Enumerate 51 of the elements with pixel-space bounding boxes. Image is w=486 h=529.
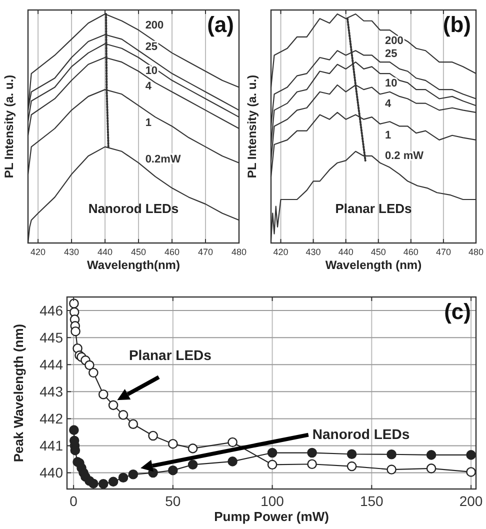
- chart-title: (c): [444, 299, 471, 324]
- chart-title: (b): [442, 12, 471, 37]
- series-label: Nanorod LEDs: [312, 426, 410, 442]
- series-label: 10: [145, 65, 158, 78]
- y-tick-label: 442: [40, 410, 64, 427]
- y-tick-label: 445: [40, 329, 64, 346]
- series-label: 4: [145, 80, 152, 93]
- x-tick-label: 150: [360, 493, 384, 509]
- x-axis-title: Wavelength(nm): [87, 258, 180, 272]
- x-tick-label: 460: [403, 247, 418, 257]
- annotation: Nanorod LEDs: [88, 201, 179, 216]
- x-tick-label: 50: [165, 493, 181, 509]
- x-tick-label: 480: [468, 247, 484, 257]
- x-tick-label: 430: [64, 247, 80, 257]
- series-label: 25: [145, 41, 158, 54]
- series-label: 200: [384, 34, 404, 47]
- x-tick-label: 100: [260, 493, 284, 509]
- legend-label: 200: [145, 20, 164, 32]
- chart-title: (a): [207, 12, 234, 37]
- series-label: 25: [384, 48, 398, 60]
- y-axis-title: Peak Wavelength (nm): [11, 324, 26, 462]
- x-tick-label: 420: [30, 247, 46, 257]
- x-tick-label: 470: [198, 247, 214, 257]
- x-tick-label: 440: [98, 247, 113, 257]
- series-label: 4: [384, 98, 392, 110]
- y-axis-title: PL Intensity (a. u.): [245, 74, 259, 178]
- y-tick-label: 443: [40, 384, 64, 400]
- text: Planar LEDs: [128, 347, 212, 364]
- x-tick-label: 440: [338, 247, 354, 257]
- series-label: 0.2mW: [145, 153, 182, 166]
- annotation: Planar LEDs: [335, 201, 412, 216]
- x-tick-label: 450: [370, 247, 386, 257]
- y-tick-label: 446: [40, 302, 64, 318]
- y-tick-label: 440: [40, 464, 64, 481]
- x-tick-label: 460: [164, 247, 180, 257]
- series-label: 10: [384, 77, 398, 90]
- x-tick-label: 200: [459, 493, 483, 509]
- x-tick-label: 430: [306, 247, 321, 257]
- x-tick-label: 0: [70, 493, 78, 509]
- series-label: 1: [145, 117, 152, 130]
- x-tick-label: 470: [436, 247, 451, 257]
- series-label: 0.2 mW: [384, 150, 424, 162]
- series-label: 1: [384, 130, 392, 142]
- y-tick-label: 441: [40, 438, 64, 454]
- y-tick-label: 444: [40, 356, 64, 373]
- x-tick-label: 450: [131, 247, 146, 257]
- x-tick-label: 480: [231, 247, 247, 257]
- x-axis-title: Pump Power (mW): [214, 509, 329, 524]
- x-tick-label: 420: [273, 247, 288, 257]
- y-axis-title: PL Intensity (a. u.): [2, 74, 16, 178]
- x-axis-title: Wavelength (nm): [325, 258, 422, 272]
